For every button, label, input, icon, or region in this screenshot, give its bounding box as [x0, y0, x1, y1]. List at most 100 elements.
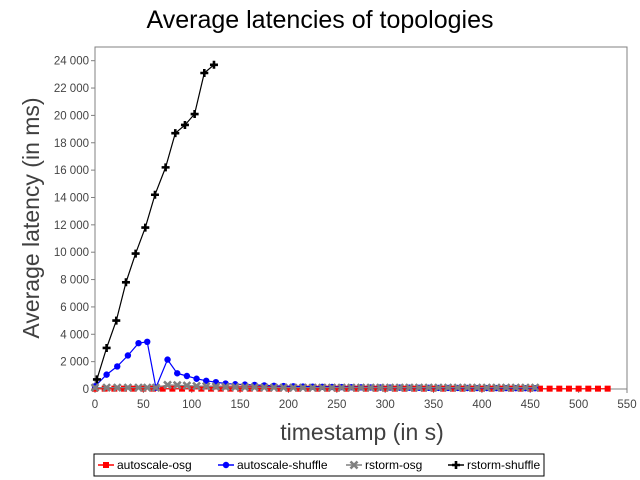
y-tick-label: 12 000 [54, 220, 89, 232]
data-point [275, 385, 282, 392]
data-point [172, 380, 182, 390]
data-point [182, 381, 192, 390]
y-tick-label: 0 [83, 384, 89, 396]
data-point [511, 383, 521, 393]
data-point [356, 383, 366, 393]
data-point [327, 383, 337, 393]
y-tick-label: 2 000 [60, 357, 89, 369]
legend-marker [349, 460, 359, 470]
data-point [385, 383, 395, 393]
data-point [404, 383, 414, 393]
data-point [285, 385, 292, 392]
data-point [134, 383, 143, 393]
x-tick-label: 350 [424, 399, 443, 411]
data-point [179, 385, 186, 392]
data-point [169, 385, 176, 392]
y-tick-label: 22 000 [54, 83, 89, 95]
data-point [230, 382, 240, 392]
data-point [411, 385, 418, 392]
data-point [449, 385, 456, 392]
data-point [164, 356, 171, 363]
data-point [440, 385, 447, 392]
data-point [183, 372, 191, 380]
data-point [546, 385, 553, 392]
data-point [121, 385, 128, 392]
data-point [151, 383, 161, 393]
data-point [414, 383, 424, 393]
data-point [142, 383, 152, 393]
y-tick-label: 16 000 [54, 165, 89, 177]
data-point [375, 383, 385, 393]
x-tick-label: 400 [472, 399, 491, 411]
data-point [472, 383, 482, 393]
data-point [135, 339, 142, 347]
data-point [198, 385, 205, 392]
data-point [430, 385, 437, 392]
series-rstorm-osg [90, 380, 540, 393]
data-point [585, 385, 592, 392]
data-point [250, 382, 260, 392]
data-point [121, 278, 130, 287]
y-axis-title: Average latency (in ms) [18, 97, 44, 338]
data-point [240, 382, 250, 392]
y-tick-label: 20 000 [54, 110, 89, 122]
data-point [203, 377, 210, 384]
data-point [575, 385, 582, 392]
data-point [141, 223, 150, 232]
data-point [114, 363, 121, 370]
data-point [237, 385, 244, 392]
data-point [353, 385, 360, 392]
data-point [131, 249, 140, 258]
data-point [201, 381, 211, 391]
data-point [102, 343, 111, 352]
y-tick-label: 6 000 [60, 302, 89, 314]
data-point [382, 385, 389, 392]
data-point [521, 383, 530, 393]
data-point [295, 385, 302, 392]
series-line-rstorm-osg [95, 384, 536, 389]
chart-title: Average latencies of topologies [147, 6, 494, 34]
data-point [401, 385, 408, 392]
data-point [453, 383, 463, 393]
data-point [200, 68, 209, 77]
data-point [501, 383, 511, 393]
legend-label: rstorm-osg [365, 458, 422, 472]
legend-marker [103, 462, 109, 468]
y-tick-label: 4 000 [60, 329, 89, 341]
data-point [161, 163, 170, 172]
legend-label: autoscale-osg [117, 458, 192, 472]
y-axis: 0 2 000 4 000 6 000 8 000 10 000 12 000 14 000 1… [54, 56, 95, 396]
x-axis: 0 50 100 150 200 250 300 350 400 450 500 550 [92, 389, 637, 411]
data-point [391, 385, 398, 392]
x-tick-label: 150 [230, 399, 249, 411]
data-point [433, 383, 443, 393]
plot-area [94, 46, 628, 390]
data-point [478, 385, 485, 392]
data-point [90, 383, 100, 393]
data-point [211, 382, 221, 391]
data-point [594, 385, 601, 392]
data-point [209, 60, 218, 69]
series-rstorm-shuffle [92, 60, 218, 384]
data-point [530, 383, 540, 393]
data-point [103, 371, 110, 378]
data-point [362, 385, 369, 392]
y-tick-label: 24 000 [54, 56, 89, 68]
data-point [288, 383, 298, 393]
y-tick-label: 14 000 [54, 192, 89, 204]
data-point [174, 370, 181, 377]
data-point [488, 385, 495, 392]
data-point [188, 385, 195, 392]
y-tick-label: 10 000 [54, 247, 89, 259]
data-point [256, 385, 263, 392]
data-point [304, 385, 311, 392]
x-axis-title: timestamp (in s) [280, 419, 444, 445]
data-point [123, 383, 133, 393]
data-point [144, 338, 151, 346]
x-tick-label: 50 [137, 399, 150, 411]
legend-label: autoscale-shuffle [237, 458, 328, 472]
data-point [536, 385, 543, 392]
data-point [102, 383, 112, 393]
data-point [604, 385, 611, 392]
y-tick-label: 8 000 [60, 275, 89, 287]
